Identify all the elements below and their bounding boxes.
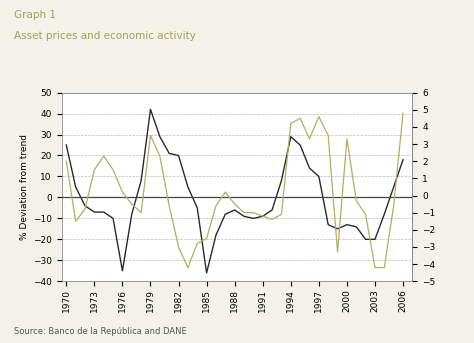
Asset prices (LHS) — [176, 153, 182, 157]
Economic Activity (RHS) — [129, 202, 135, 206]
Economic Activity (RHS) — [335, 250, 340, 254]
Asset prices (LHS) — [288, 134, 293, 139]
Economic Activity (RHS) — [176, 245, 182, 249]
Economic Activity (RHS) — [91, 168, 97, 172]
Economic Activity (RHS) — [73, 219, 79, 223]
Asset prices (LHS) — [64, 143, 69, 147]
Economic Activity (RHS) — [119, 190, 125, 194]
Asset prices (LHS) — [316, 174, 322, 178]
Economic Activity (RHS) — [400, 111, 406, 115]
Asset prices (LHS) — [382, 212, 387, 216]
Asset prices (LHS) — [372, 237, 378, 241]
Asset prices (LHS) — [400, 158, 406, 162]
Text: Asset prices and economic activity: Asset prices and economic activity — [14, 31, 196, 41]
Economic Activity (RHS) — [382, 265, 387, 270]
Economic Activity (RHS) — [185, 265, 191, 270]
Economic Activity (RHS) — [157, 154, 163, 158]
Asset prices (LHS) — [279, 179, 284, 183]
Asset prices (LHS) — [101, 210, 107, 214]
Asset prices (LHS) — [73, 185, 79, 189]
Asset prices (LHS) — [166, 151, 172, 155]
Economic Activity (RHS) — [82, 207, 88, 211]
Text: Source: Banco de la República and DANE: Source: Banco de la República and DANE — [14, 327, 187, 336]
Economic Activity (RHS) — [241, 211, 247, 215]
Text: Graph 1: Graph 1 — [14, 10, 56, 20]
Economic Activity (RHS) — [269, 217, 275, 222]
Asset prices (LHS) — [157, 134, 163, 139]
Asset prices (LHS) — [91, 210, 97, 214]
Economic Activity (RHS) — [222, 190, 228, 194]
Economic Activity (RHS) — [260, 214, 265, 218]
Asset prices (LHS) — [344, 223, 350, 227]
Asset prices (LHS) — [335, 227, 340, 231]
Economic Activity (RHS) — [354, 199, 359, 203]
Asset prices (LHS) — [129, 212, 135, 216]
Asset prices (LHS) — [251, 216, 256, 221]
Economic Activity (RHS) — [64, 159, 69, 163]
Asset prices (LHS) — [260, 214, 265, 218]
Line: Asset prices (LHS): Asset prices (LHS) — [66, 109, 403, 273]
Asset prices (LHS) — [194, 206, 200, 210]
Line: Economic Activity (RHS): Economic Activity (RHS) — [66, 113, 403, 268]
Economic Activity (RHS) — [166, 204, 172, 208]
Economic Activity (RHS) — [316, 115, 322, 119]
Economic Activity (RHS) — [391, 204, 397, 208]
Asset prices (LHS) — [297, 143, 303, 147]
Asset prices (LHS) — [185, 185, 191, 189]
Asset prices (LHS) — [269, 208, 275, 212]
Economic Activity (RHS) — [232, 202, 237, 206]
Y-axis label: % Deviation from trend: % Deviation from trend — [20, 134, 29, 240]
Asset prices (LHS) — [325, 223, 331, 227]
Economic Activity (RHS) — [251, 211, 256, 215]
Asset prices (LHS) — [241, 214, 247, 218]
Asset prices (LHS) — [82, 204, 88, 208]
Asset prices (LHS) — [232, 208, 237, 212]
Economic Activity (RHS) — [138, 211, 144, 215]
Economic Activity (RHS) — [279, 212, 284, 216]
Economic Activity (RHS) — [194, 241, 200, 246]
Economic Activity (RHS) — [363, 212, 368, 216]
Economic Activity (RHS) — [372, 265, 378, 270]
Asset prices (LHS) — [222, 212, 228, 216]
Economic Activity (RHS) — [147, 133, 153, 138]
Asset prices (LHS) — [307, 166, 312, 170]
Economic Activity (RHS) — [344, 137, 350, 141]
Asset prices (LHS) — [213, 233, 219, 237]
Asset prices (LHS) — [354, 225, 359, 229]
Asset prices (LHS) — [363, 237, 368, 241]
Asset prices (LHS) — [391, 185, 397, 189]
Economic Activity (RHS) — [288, 121, 293, 126]
Economic Activity (RHS) — [110, 168, 116, 172]
Economic Activity (RHS) — [325, 133, 331, 138]
Economic Activity (RHS) — [307, 137, 312, 141]
Asset prices (LHS) — [204, 271, 210, 275]
Economic Activity (RHS) — [101, 154, 107, 158]
Economic Activity (RHS) — [213, 204, 219, 208]
Asset prices (LHS) — [147, 107, 153, 111]
Economic Activity (RHS) — [204, 236, 210, 240]
Asset prices (LHS) — [110, 216, 116, 221]
Asset prices (LHS) — [119, 269, 125, 273]
Asset prices (LHS) — [138, 179, 144, 183]
Economic Activity (RHS) — [297, 116, 303, 120]
